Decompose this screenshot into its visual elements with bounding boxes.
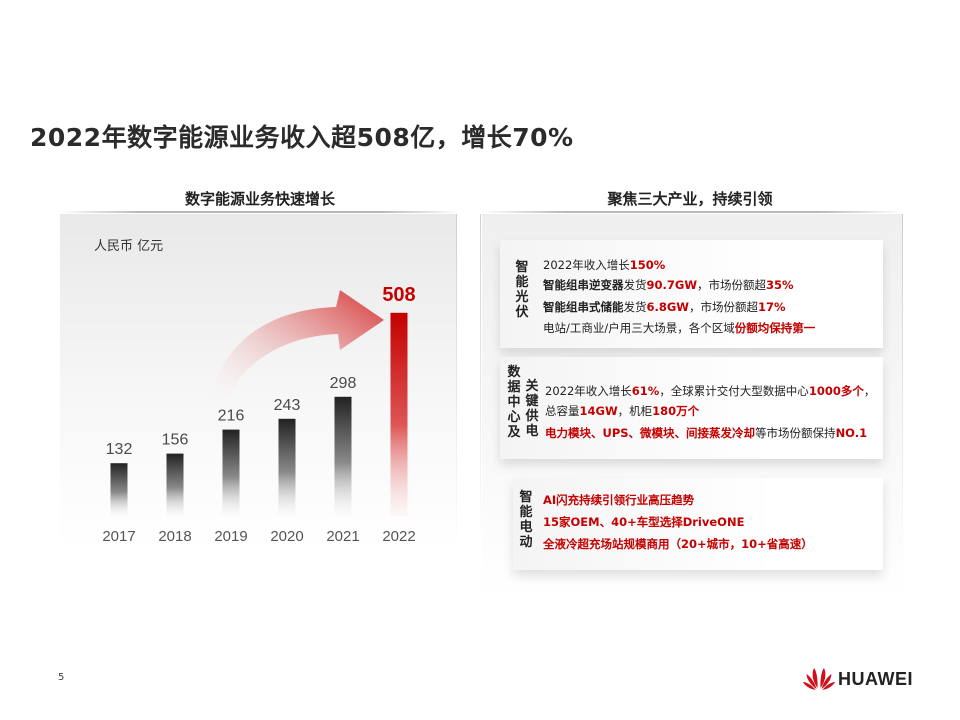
bar-value-label-2018: 156 (162, 432, 189, 449)
card-smart-ev-label: 智能电动 (519, 490, 533, 550)
card-smart-ev: 智能电动 AI闪充持续引领行业高压趋势 15家OEM、40+车型选择DriveO… (513, 478, 883, 570)
pv-line-1: 2022年收入增长150% (543, 258, 666, 272)
ev-line-1: AI闪充持续引领行业高压趋势 (543, 493, 695, 507)
left-section-heading: 数字能源业务快速增长 (184, 190, 335, 208)
card-data-center: 数据中心及 关键供电 2022年收入增长61%，全球累计交付大型数据中心1000… (500, 357, 883, 459)
bar-value-label-2017: 132 (106, 441, 133, 458)
x-axis-label-2017: 2017 (102, 528, 135, 545)
bar-2021 (334, 396, 352, 516)
bar-2020 (278, 418, 296, 516)
industries-panel-right-border (902, 214, 903, 554)
brand-name: HUAWEI (838, 669, 913, 689)
right-heading-divider (482, 211, 902, 213)
x-axis-label-2020: 2020 (270, 528, 303, 545)
bar-value-label-2022: 508 (382, 284, 415, 306)
bar-value-label-2021: 298 (330, 375, 357, 392)
bar-2019 (222, 429, 240, 516)
card-data-center-label-a: 数据中心及 (507, 365, 521, 440)
pv-line-4: 电站/工商业/户用三大场景，各个区域份额均保持第一 (543, 321, 816, 335)
huawei-logo-icon (803, 668, 835, 690)
x-axis-label-2018: 2018 (158, 528, 191, 545)
dc-line-2: 总容量14GW，机柜180万个 (545, 404, 700, 418)
pv-line-2: 智能组串逆变器发货90.7GW，市场份额超35% (543, 278, 794, 292)
right-section-heading: 聚焦三大产业，持续引领 (607, 190, 773, 208)
page-number: 5 (58, 672, 65, 683)
x-axis-label-2019: 2019 (214, 528, 247, 545)
dc-line-1: 2022年收入增长61%，全球累计交付大型数据中心1000多个， (545, 384, 876, 398)
bar-2018 (166, 453, 184, 516)
x-axis-label-2022: 2022 (382, 528, 415, 545)
industries-panel-left-border (480, 214, 481, 554)
ev-line-3: 全液冷超充场站规模商用（20+城市，10+省高速） (543, 537, 813, 551)
bar-2022 (390, 312, 408, 516)
bar-value-label-2020: 243 (274, 397, 301, 414)
dc-line-3: 电力模块、UPS、微模块、间接蒸发冷却等市场份额保持NO.1 (545, 426, 868, 440)
page-title: 2022年数字能源业务收入超508亿，增长70% (30, 123, 574, 152)
revenue-bar-chart: 132 156 216 243 298 508 2017 2018 2019 2020 2021 2… (102, 284, 415, 545)
x-axis-label-2021: 2021 (326, 528, 359, 545)
card-data-center-label-b: 关键供电 (525, 379, 539, 439)
bar-value-label-2019: 216 (218, 408, 245, 425)
chart-unit-label: 人民币 亿元 (94, 239, 164, 254)
growth-arrow (211, 290, 384, 414)
chart-panel-border (456, 214, 457, 554)
bar-2017 (110, 463, 128, 516)
left-heading-divider (60, 211, 460, 213)
card-smart-pv: 智能光伏 2022年收入增长150% 智能组串逆变器发货90.7GW，市场份额超… (500, 240, 883, 348)
ev-line-2: 15家OEM、40+车型选择DriveONE (543, 515, 745, 529)
pv-line-3: 智能组串式储能发货6.8GW，市场份额超17% (543, 300, 786, 314)
card-smart-pv-label: 智能光伏 (515, 260, 529, 320)
